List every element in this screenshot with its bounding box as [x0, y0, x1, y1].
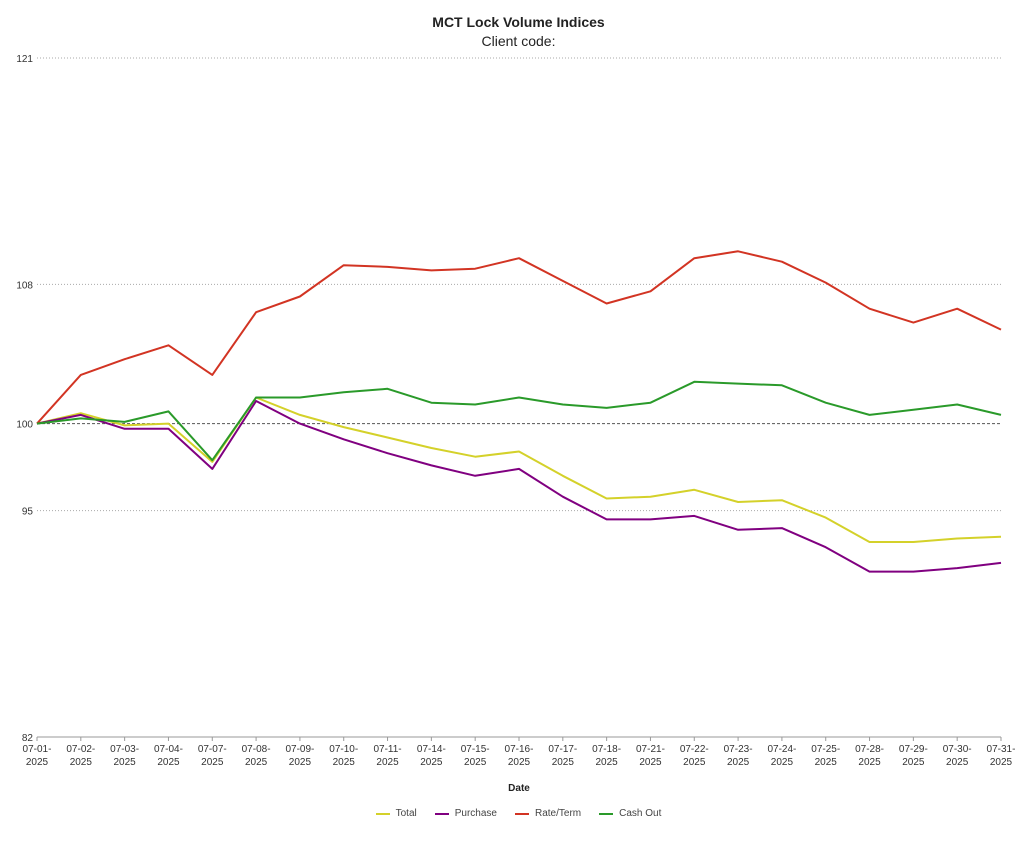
x-tick-label: 07-11-2025 [373, 744, 401, 768]
legend-swatch [599, 812, 614, 815]
x-tick-label: 07-02-2025 [66, 744, 95, 768]
series-line-purchase [36, 400, 1002, 573]
x-tick-label: 07-23-2025 [724, 744, 753, 768]
legend-swatch [515, 812, 529, 815]
legend-label: Purchase [454, 808, 497, 819]
x-tick-label: 07-22-2025 [680, 744, 709, 768]
legend-item[interactable]: Purchase [434, 808, 497, 819]
chart-legend: Total Purchase Rate/Term Cash Out [0, 808, 1017, 819]
legend-swatch [434, 812, 449, 815]
x-tick-label: 07-30-2025 [943, 744, 972, 768]
legend-item[interactable]: Cash Out [599, 808, 661, 819]
series-line-total [36, 396, 1002, 543]
x-tick-label: 07-28-2025 [855, 744, 884, 768]
series-line-rate-term [36, 250, 1002, 425]
x-tick-label: 07-18-2025 [592, 744, 621, 768]
legend-label: Rate/Term [535, 808, 582, 819]
legend-item[interactable]: Total [375, 808, 417, 819]
x-tick-label: 07-31-2025 [987, 744, 1016, 768]
x-tick-label: 07-14-2025 [417, 744, 446, 768]
x-tick-label: 07-29-2025 [899, 744, 928, 768]
y-tick-label: 82 [22, 733, 34, 744]
y-tick-label: 100 [16, 420, 33, 431]
x-tick-label: 07-07-2025 [198, 744, 227, 768]
x-tick-label: 07-21-2025 [636, 744, 665, 768]
x-tick-label: 07-24-2025 [767, 744, 796, 768]
x-axis-label: Date [508, 783, 530, 794]
legend-item[interactable]: Rate/Term [515, 808, 581, 819]
x-tick-label: 07-25-2025 [811, 744, 840, 768]
x-tick-label: 07-09-2025 [285, 744, 314, 768]
x-tick-label: 07-16-2025 [505, 744, 534, 768]
legend-label: Cash Out [619, 808, 662, 819]
y-tick-label: 108 [16, 280, 33, 291]
y-tick-label: 95 [22, 507, 34, 518]
x-tick-label: 07-01-2025 [23, 744, 52, 768]
x-tick-label: 07-04-2025 [154, 744, 183, 768]
y-tick-label: 121 [16, 54, 33, 65]
x-tick-label: 07-15-2025 [461, 744, 490, 768]
series-line-cash-out [36, 380, 1002, 462]
x-tick-label: 07-08-2025 [242, 744, 271, 768]
x-tick-label: 07-03-2025 [110, 744, 139, 768]
chart-subtitle: Client code: [481, 33, 556, 49]
legend-swatch [375, 812, 390, 815]
x-tick-label: 07-10-2025 [329, 744, 358, 768]
chart-title: MCT Lock Volume Indices [432, 14, 605, 30]
x-tick-label: 07-17-2025 [548, 744, 577, 768]
legend-label: Total [395, 808, 417, 819]
